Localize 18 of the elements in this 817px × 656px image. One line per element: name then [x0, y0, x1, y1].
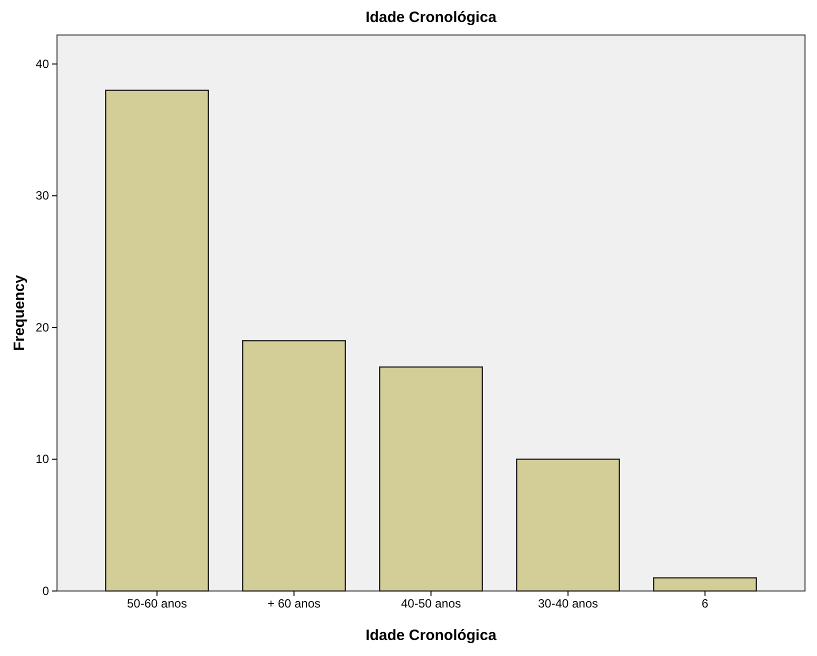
bar	[516, 458, 620, 592]
chart-title: Idade Cronológica	[366, 9, 498, 26]
y-tick-label: 20	[36, 320, 50, 334]
x-axis-title: Idade Cronológica	[366, 627, 498, 644]
x-tick-label: 30-40 anos	[538, 596, 598, 611]
x-tick-label: 40-50 anos	[400, 596, 462, 611]
x-tick-label: 50-60 anos	[126, 596, 188, 611]
x-tick-label: 6	[702, 596, 709, 611]
x-tick-label: + 60 anos	[267, 596, 321, 611]
y-tick-label: 10	[36, 452, 50, 466]
bar	[105, 90, 209, 592]
y-axis-title: Frequency	[11, 274, 28, 351]
bar	[242, 340, 346, 592]
y-tick-label: 0	[42, 584, 50, 598]
bar	[379, 366, 483, 592]
y-tick-label: 30	[36, 188, 50, 203]
bar	[653, 577, 757, 592]
y-tick-label: 40	[36, 56, 50, 71]
